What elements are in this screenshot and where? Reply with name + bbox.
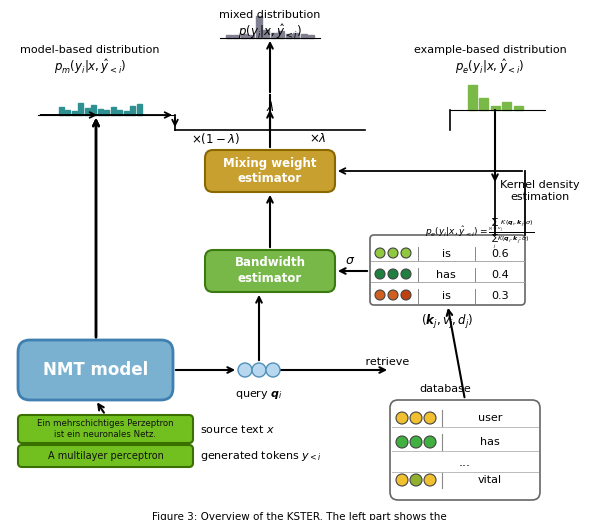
Circle shape bbox=[388, 290, 398, 300]
Bar bbox=[117, 110, 122, 115]
Circle shape bbox=[410, 436, 422, 448]
Text: 0.3: 0.3 bbox=[491, 291, 509, 301]
Text: Ein mehrschichtiges Perzeptron
ist ein neuronales Netz.: Ein mehrschichtiges Perzeptron ist ein n… bbox=[37, 419, 174, 439]
FancyBboxPatch shape bbox=[205, 250, 335, 292]
Text: Mixing weight
estimator: Mixing weight estimator bbox=[223, 157, 317, 186]
Text: generated tokens $y_{<i}$: generated tokens $y_{<i}$ bbox=[200, 449, 322, 463]
Bar bbox=[78, 103, 83, 115]
Text: $p_e(y_i|x,\hat{y}_{<i}) = \frac{\sum_{y_i=v_j} K(\boldsymbol{q}_i, \boldsymbol{: $p_e(y_i|x,\hat{y}_{<i}) = \frac{\sum_{y… bbox=[425, 215, 535, 251]
Bar bbox=[286, 34, 292, 38]
Bar bbox=[248, 35, 254, 38]
FancyBboxPatch shape bbox=[205, 150, 335, 192]
Text: mixed distribution: mixed distribution bbox=[219, 10, 321, 20]
Bar bbox=[271, 33, 277, 38]
Bar bbox=[256, 16, 262, 38]
Circle shape bbox=[252, 363, 266, 377]
Text: $(\boldsymbol{k}_j, v_j, d_j)$: $(\boldsymbol{k}_j, v_j, d_j)$ bbox=[421, 313, 474, 331]
Text: is: is bbox=[441, 249, 450, 259]
Text: is: is bbox=[441, 291, 450, 301]
Text: ...: ... bbox=[459, 457, 471, 470]
Text: $\sigma$: $\sigma$ bbox=[345, 254, 355, 267]
Bar bbox=[124, 111, 129, 115]
Text: Figure 3: Overview of the KSTER. The left part shows the: Figure 3: Overview of the KSTER. The lef… bbox=[152, 512, 446, 520]
Text: Bandwidth
estimator: Bandwidth estimator bbox=[234, 256, 306, 285]
Text: $p_m(y_i|x, \hat{y}_{<i})$: $p_m(y_i|x, \hat{y}_{<i})$ bbox=[54, 57, 126, 76]
Text: 0.4: 0.4 bbox=[491, 270, 509, 280]
Circle shape bbox=[375, 290, 385, 300]
FancyBboxPatch shape bbox=[18, 445, 193, 467]
FancyBboxPatch shape bbox=[370, 235, 525, 305]
Bar bbox=[293, 33, 299, 38]
Circle shape bbox=[266, 363, 280, 377]
Circle shape bbox=[388, 248, 398, 258]
Bar bbox=[72, 111, 77, 115]
Circle shape bbox=[410, 412, 422, 424]
Bar bbox=[84, 108, 90, 115]
Circle shape bbox=[424, 436, 436, 448]
FancyBboxPatch shape bbox=[18, 340, 173, 400]
Bar bbox=[278, 31, 284, 38]
Bar bbox=[97, 109, 102, 115]
Circle shape bbox=[401, 290, 411, 300]
Bar bbox=[91, 105, 96, 115]
Circle shape bbox=[424, 474, 436, 486]
Text: query $\boldsymbol{q}_i$: query $\boldsymbol{q}_i$ bbox=[235, 388, 283, 401]
Text: vital: vital bbox=[478, 475, 502, 485]
Text: $\times(1-\lambda)$: $\times(1-\lambda)$ bbox=[191, 131, 239, 146]
Circle shape bbox=[396, 474, 408, 486]
Bar bbox=[502, 102, 511, 110]
FancyBboxPatch shape bbox=[18, 415, 193, 443]
Bar bbox=[233, 35, 239, 38]
Text: example-based distribution: example-based distribution bbox=[414, 45, 566, 55]
Bar bbox=[308, 35, 315, 38]
Text: $p(y_i|x, \hat{y}_{<i})$: $p(y_i|x, \hat{y}_{<i})$ bbox=[238, 22, 302, 41]
Text: $p_e(y_i|x, \hat{y}_{<i})$: $p_e(y_i|x, \hat{y}_{<i})$ bbox=[455, 57, 524, 76]
Circle shape bbox=[424, 412, 436, 424]
Text: A multilayer perceptron: A multilayer perceptron bbox=[48, 451, 163, 461]
Bar bbox=[514, 106, 523, 110]
Text: database: database bbox=[419, 384, 471, 394]
Circle shape bbox=[238, 363, 252, 377]
Bar bbox=[104, 110, 109, 115]
Bar bbox=[263, 30, 269, 38]
Bar bbox=[301, 34, 307, 38]
Bar bbox=[490, 106, 499, 110]
Circle shape bbox=[401, 248, 411, 258]
Bar bbox=[130, 106, 135, 115]
Bar bbox=[59, 107, 63, 115]
Text: 0.6: 0.6 bbox=[491, 249, 509, 259]
Circle shape bbox=[396, 412, 408, 424]
Circle shape bbox=[410, 474, 422, 486]
Circle shape bbox=[375, 269, 385, 279]
FancyBboxPatch shape bbox=[390, 400, 540, 500]
Circle shape bbox=[401, 269, 411, 279]
Text: $\times\lambda$: $\times\lambda$ bbox=[309, 132, 327, 145]
Text: has: has bbox=[480, 437, 500, 447]
Text: NMT model: NMT model bbox=[43, 361, 148, 379]
Text: Kernel density
estimation: Kernel density estimation bbox=[500, 180, 580, 202]
Bar bbox=[241, 34, 247, 38]
Text: retrieve: retrieve bbox=[355, 357, 409, 367]
Text: $\lambda$: $\lambda$ bbox=[266, 100, 274, 114]
Text: has: has bbox=[436, 270, 456, 280]
Bar bbox=[468, 85, 477, 110]
Bar bbox=[65, 110, 70, 115]
Text: user: user bbox=[478, 413, 502, 423]
Bar bbox=[226, 35, 232, 38]
Bar bbox=[479, 98, 488, 110]
Circle shape bbox=[375, 248, 385, 258]
Text: source text $x$: source text $x$ bbox=[200, 423, 275, 435]
Bar bbox=[111, 107, 115, 115]
Circle shape bbox=[396, 436, 408, 448]
Circle shape bbox=[388, 269, 398, 279]
Bar bbox=[136, 104, 142, 115]
Text: model-based distribution: model-based distribution bbox=[20, 45, 160, 55]
